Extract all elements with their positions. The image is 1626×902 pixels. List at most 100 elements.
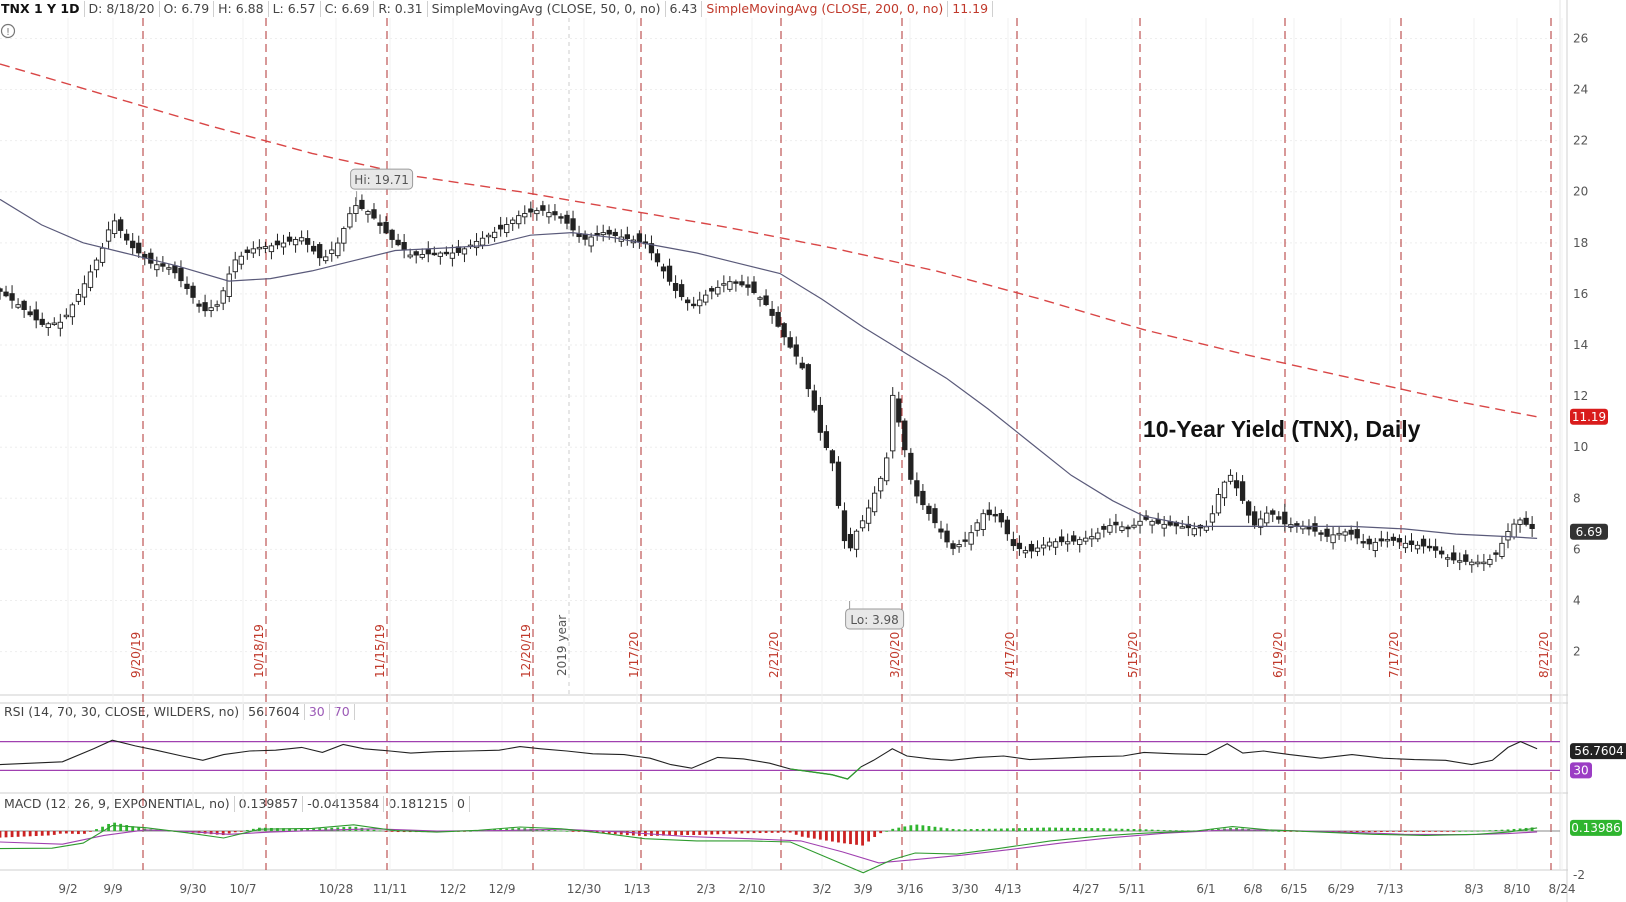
expiration-label: 11/15/19	[373, 624, 387, 678]
candle-body	[678, 284, 685, 298]
candle-body	[1426, 545, 1433, 549]
macd-histogram-bar	[1428, 831, 1431, 832]
candle-body	[117, 219, 124, 231]
macd-histogram-bar	[1120, 828, 1124, 831]
macd-histogram-bar	[915, 824, 919, 831]
candle-body	[817, 404, 824, 433]
macd-histogram-bar	[10, 831, 14, 838]
macd-histogram-bar	[987, 828, 991, 831]
y-tick-label: 18	[1573, 236, 1588, 250]
candle-body	[335, 242, 341, 257]
sma50-label[interactable]: SimpleMovingAvg (CLOSE, 50, 0, no)	[428, 0, 666, 17]
year-label: 2019 year	[555, 615, 569, 676]
rsi-low-badge: 30	[1573, 763, 1588, 777]
candle-body	[986, 509, 992, 516]
symbol-label[interactable]: TNX 1 Y 1D	[0, 0, 85, 17]
sma200-label[interactable]: SimpleMovingAvg (CLOSE, 200, 0, no)	[702, 0, 949, 17]
x-tick-label: 6/1	[1196, 882, 1215, 896]
macd-histogram-bar	[1289, 831, 1293, 832]
rsi-label[interactable]: RSI (14, 70, 30, CLOSE, WILDERS, no)	[0, 703, 245, 720]
rsi-oversold: 30	[305, 703, 330, 720]
sma200-line	[0, 63, 1538, 418]
macd-histogram-bar	[788, 831, 792, 833]
candle-body	[1239, 481, 1246, 501]
candle-body	[1065, 541, 1071, 545]
macd-histogram-bar	[662, 831, 665, 836]
macd-histogram-bar	[324, 828, 328, 831]
info-icon[interactable]	[0, 23, 16, 39]
expiration-label: 10/18/19	[252, 624, 266, 678]
macd-histogram-bar	[993, 828, 997, 831]
x-tick-label: 2/10	[739, 882, 766, 896]
macd-histogram-bar	[336, 827, 340, 831]
price-header: TNX 1 Y 1D D: 8/18/20 O: 6.79 H: 6.88 L:…	[0, 0, 994, 17]
candle-body	[1432, 546, 1439, 551]
candle-body	[1046, 541, 1053, 547]
candle-body	[160, 263, 166, 267]
candle-body	[9, 293, 15, 301]
macd-histogram-bar	[366, 828, 370, 831]
y-tick-label: 22	[1573, 134, 1588, 148]
candle-body	[1227, 474, 1234, 482]
macd-histogram-bar	[885, 830, 889, 832]
macd-histogram-bar	[1011, 828, 1015, 831]
candle-body	[926, 505, 932, 514]
macd-histogram-bar	[1391, 831, 1395, 832]
macd-histogram-bar	[511, 828, 515, 831]
macd-label[interactable]: MACD (12, 26, 9, EXPONENTIAL, no)	[0, 795, 235, 812]
macd-histogram-bar	[939, 827, 943, 831]
macd-histogram-bar	[710, 831, 714, 835]
macd-histogram-bar	[390, 831, 394, 832]
macd-histogram-bar	[879, 831, 883, 834]
candle-body	[371, 209, 377, 219]
x-tick-label: 6/29	[1328, 882, 1355, 896]
macd-histogram-bar	[1096, 828, 1100, 831]
candle-body	[419, 254, 425, 258]
candle-body	[69, 304, 76, 318]
candle-body	[739, 281, 745, 286]
candle-body	[684, 299, 691, 304]
candle-body	[890, 394, 896, 452]
candle-body	[184, 283, 190, 289]
candle-body	[1028, 543, 1035, 552]
x-tick-label: 7/13	[1377, 882, 1404, 896]
macd-histogram-bar	[1446, 831, 1450, 832]
macd-histogram-bar	[1168, 830, 1172, 831]
candle-body	[871, 492, 878, 513]
candle-body	[1252, 511, 1258, 526]
macd-histogram-bar	[40, 831, 44, 836]
close-value: C: 6.69	[321, 0, 375, 17]
candle-body	[1445, 557, 1451, 560]
macd-histogram-bar	[812, 831, 816, 839]
lo-callout	[845, 608, 905, 630]
candle-body	[1396, 538, 1403, 543]
y-tick-label: 24	[1573, 83, 1588, 97]
candle-body	[190, 285, 196, 298]
rsi-badge-bg	[1570, 743, 1626, 760]
candle-body	[558, 216, 564, 219]
y-tick-label: 4	[1573, 593, 1581, 607]
candle-body	[805, 364, 811, 390]
candle-body	[938, 528, 944, 533]
candle-body	[1161, 523, 1167, 529]
candle-body	[763, 295, 769, 306]
candle-body	[166, 267, 172, 270]
low-value: L: 6.57	[269, 0, 321, 17]
macd-histogram-bar	[1367, 831, 1371, 833]
candle-body	[238, 255, 244, 265]
macd-histogram-bar	[342, 827, 346, 831]
macd-histogram-bar	[674, 831, 677, 836]
candle-body	[1511, 523, 1517, 538]
macd-histogram-bar	[945, 828, 949, 831]
candle-body	[1191, 528, 1197, 536]
macd-histogram-bar	[824, 831, 828, 841]
candle-body	[1366, 538, 1372, 545]
candle-body	[99, 247, 106, 263]
expiration-label: 1/17/20	[627, 632, 641, 678]
x-tick-label: 12/9	[489, 882, 516, 896]
macd-histogram-bar	[818, 831, 822, 840]
macd-histogram-bar	[233, 831, 237, 833]
candle-body	[1420, 538, 1427, 547]
high-value: H: 6.88	[214, 0, 269, 17]
